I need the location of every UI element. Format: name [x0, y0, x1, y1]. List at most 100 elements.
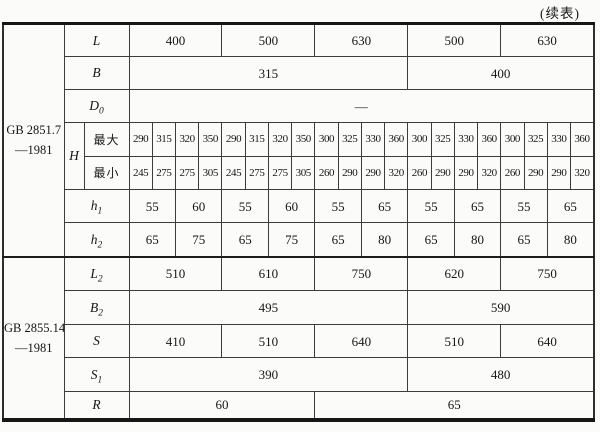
- value-cell: 290: [430, 156, 455, 190]
- row-R: R 60 65: [3, 391, 595, 420]
- value-cell: 290: [360, 156, 386, 190]
- value-cell: 80: [546, 222, 595, 257]
- value-cell: 630: [314, 23, 409, 57]
- value-cell: 320: [384, 156, 409, 190]
- row-B: B 315 400: [3, 56, 595, 90]
- value-cell: 300: [500, 122, 525, 157]
- value-cell: 400: [407, 56, 595, 90]
- value-cell: 55: [407, 189, 455, 223]
- value-cell: 75: [174, 222, 223, 257]
- value-cell: 390: [128, 357, 409, 392]
- value-cell: 590: [407, 290, 595, 325]
- value-cell: 275: [151, 156, 176, 190]
- standard-name: GB 2855.14: [4, 320, 64, 335]
- value-cell: 330: [453, 122, 479, 157]
- value-cell: 65: [500, 222, 548, 257]
- row-label-h1: h1: [63, 189, 130, 223]
- value-cell: 290: [546, 156, 571, 190]
- value-cell: 500: [221, 23, 316, 57]
- value-cell: 315: [128, 56, 409, 90]
- value-cell: 620: [407, 255, 502, 291]
- row-H-min: 最小 245 275 275 305 245 275 275 305 260 2…: [3, 156, 595, 190]
- value-cell: 640: [500, 324, 595, 358]
- standard-name: GB 2851.7: [6, 123, 62, 138]
- value-cell: 65: [453, 189, 502, 223]
- row-label-R: R: [63, 391, 130, 420]
- value-cell: 65: [546, 189, 595, 223]
- value-cell: 275: [174, 156, 200, 190]
- value-cell: 65: [314, 222, 362, 257]
- standard-label-gb2855: GB 2855.14 —1981: [3, 255, 65, 420]
- value-cell: 320: [267, 122, 293, 157]
- value-cell: 290: [337, 156, 362, 190]
- value-cell: 260: [407, 156, 432, 190]
- value-cell: 630: [500, 23, 595, 57]
- row-label-h2: h2: [63, 222, 130, 257]
- row-label-H: H: [63, 122, 85, 190]
- value-cell: 315: [244, 122, 269, 157]
- value-cell: 320: [477, 156, 502, 190]
- value-cell: 500: [407, 23, 502, 57]
- value-cell: 290: [523, 156, 548, 190]
- row-label-S: S: [63, 324, 130, 358]
- spec-table: GB 2851.7 —1981 L 400 500 630 500 630 B …: [2, 22, 595, 422]
- row-sublabel-min: 最小: [83, 156, 130, 190]
- row-D0: D0 —: [3, 89, 595, 123]
- value-cell: 610: [221, 255, 316, 291]
- value-cell: 360: [477, 122, 502, 157]
- value-cell: 65: [221, 222, 269, 257]
- standard-year: —1981: [15, 143, 53, 158]
- value-cell: 750: [500, 255, 595, 291]
- value-cell: 300: [407, 122, 432, 157]
- row-label-B: B: [63, 56, 130, 90]
- value-cell: 75: [267, 222, 316, 257]
- value-cell: 320: [569, 156, 595, 190]
- value-cell: 55: [314, 189, 362, 223]
- value-cell: 290: [453, 156, 479, 190]
- value-cell: 325: [523, 122, 548, 157]
- row-L2: GB 2855.14 —1981 L2 510 610 750 620 750: [3, 255, 595, 420]
- value-cell: 480: [407, 357, 595, 392]
- value-cell: 315: [151, 122, 176, 157]
- standard-label-gb2851: GB 2851.7 —1981: [3, 23, 65, 257]
- value-cell: 510: [128, 255, 223, 291]
- value-cell: 55: [500, 189, 548, 223]
- row-label-B2: B2: [63, 290, 130, 325]
- value-cell: 495: [128, 290, 409, 325]
- row-label-S1: S1: [63, 357, 130, 392]
- value-cell: 400: [128, 23, 223, 57]
- value-cell: 305: [198, 156, 223, 190]
- continued-table-note: (续表): [540, 6, 580, 21]
- value-cell: 350: [198, 122, 223, 157]
- value-cell: 350: [291, 122, 316, 157]
- value-cell: 55: [221, 189, 269, 223]
- value-cell: 55: [128, 189, 176, 223]
- row-label-L2: L2: [63, 255, 130, 291]
- value-cell: 320: [174, 122, 200, 157]
- value-cell: 290: [128, 122, 153, 157]
- row-H-max: H 最大 290 315 320 350 290 315 320 350 300…: [3, 122, 595, 190]
- value-cell: 305: [291, 156, 316, 190]
- value-cell: 65: [407, 222, 455, 257]
- row-label-D0: D0: [63, 89, 130, 123]
- row-S: S 410 510 640 510 640: [3, 324, 595, 358]
- value-cell: 510: [221, 324, 316, 358]
- row-S1: S1 390 480: [3, 357, 595, 392]
- value-cell: 65: [314, 391, 595, 420]
- row-h1: h1 55 60 55 60 55 65 55 65 55 65: [3, 189, 595, 223]
- value-cell: 275: [267, 156, 293, 190]
- value-cell: 640: [314, 324, 409, 358]
- value-cell: 510: [407, 324, 502, 358]
- value-cell: 330: [546, 122, 571, 157]
- row-label-L: L: [63, 23, 130, 57]
- value-cell: 360: [384, 122, 409, 157]
- value-cell: 260: [314, 156, 339, 190]
- value-cell: 60: [128, 391, 316, 420]
- value-cell: 410: [128, 324, 223, 358]
- value-cell: 60: [174, 189, 223, 223]
- value-cell: 80: [453, 222, 502, 257]
- value-cell: 300: [314, 122, 339, 157]
- value-cell: 80: [360, 222, 409, 257]
- value-cell: 360: [569, 122, 595, 157]
- value-cell: 325: [430, 122, 455, 157]
